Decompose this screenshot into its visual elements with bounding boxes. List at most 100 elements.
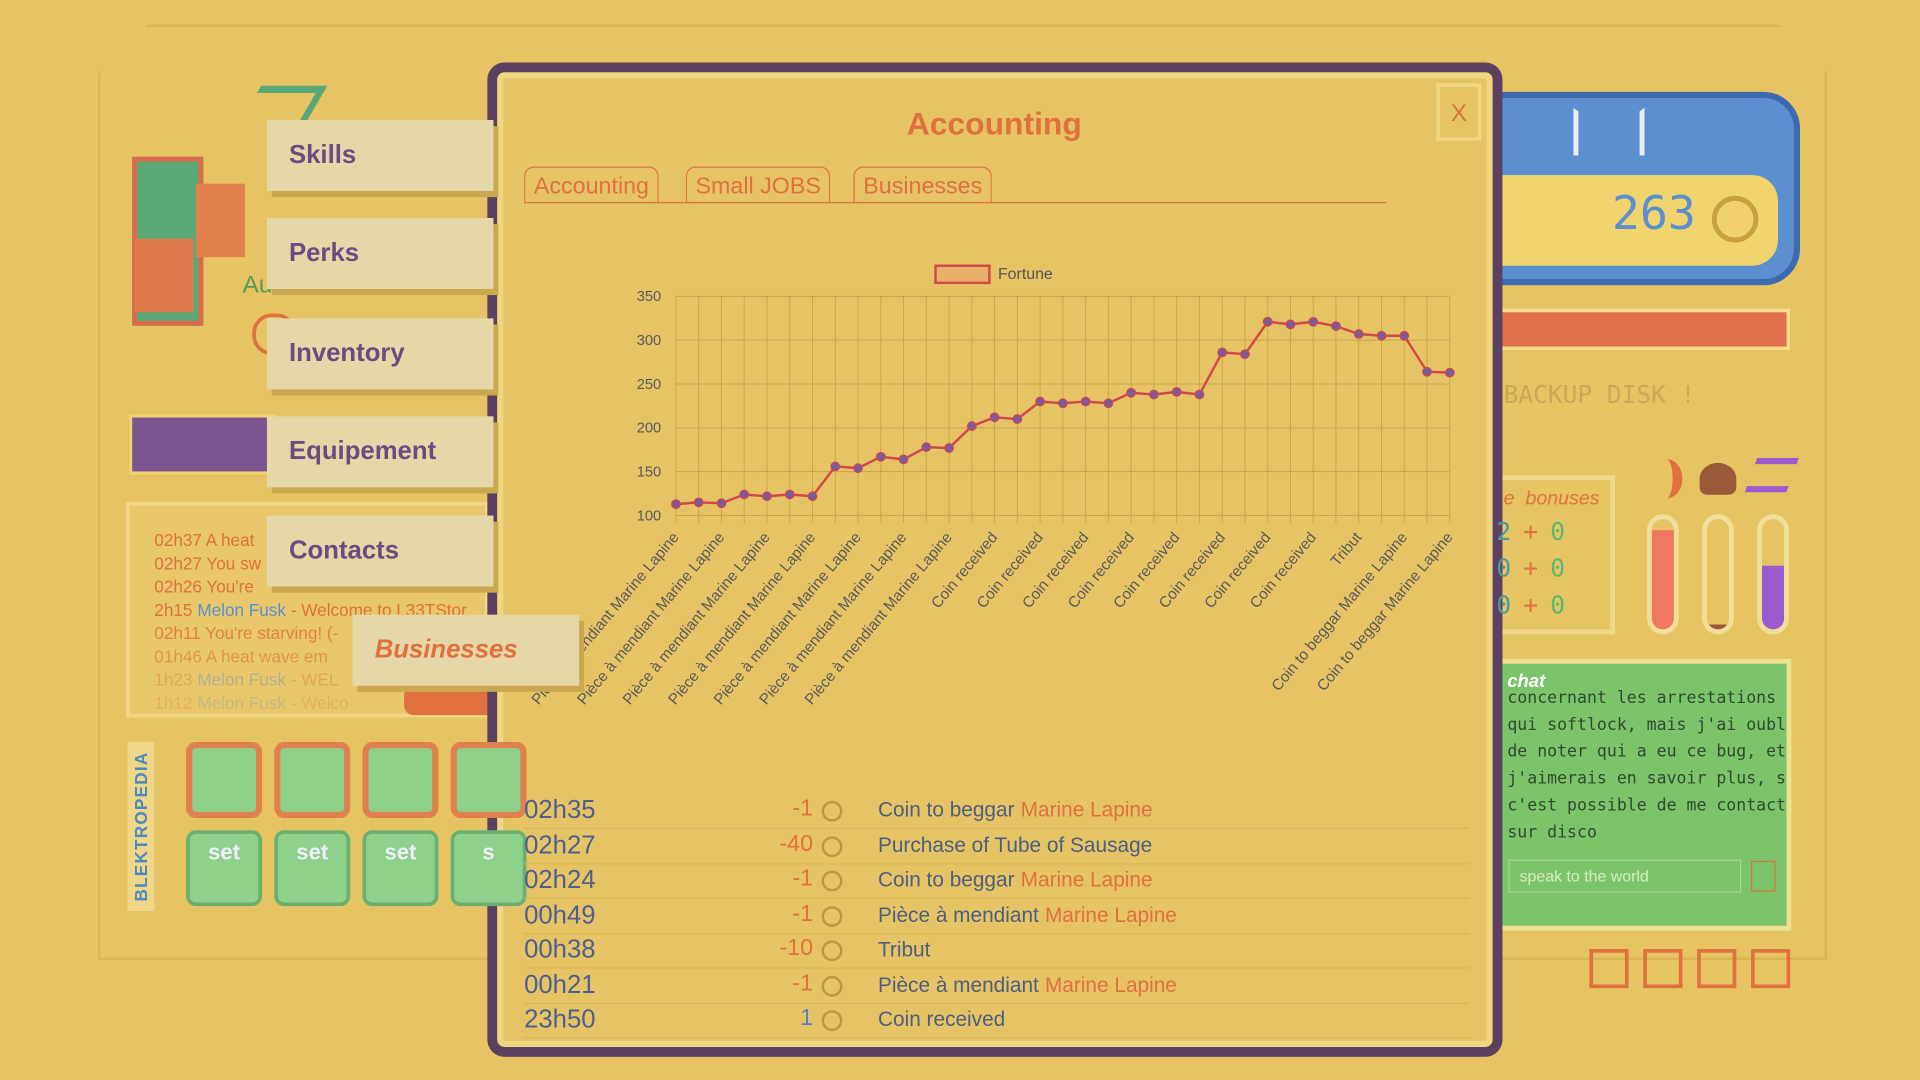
log-text: 02h26 You're	[154, 576, 254, 597]
close-button[interactable]: X	[1436, 83, 1482, 141]
transaction-row: 00h38 -10 Tribut	[524, 933, 1470, 969]
bonus-value: 0	[1496, 590, 1512, 620]
modal-title: Accounting	[906, 105, 1082, 143]
gauge	[1702, 514, 1734, 635]
menu-button[interactable]: Inventory	[266, 318, 494, 390]
data-point	[1103, 398, 1114, 409]
log-time: 1h23	[154, 669, 193, 690]
chat-panel: chat concernant les arrestations qui soft…	[1487, 658, 1792, 931]
amount: -1	[792, 865, 814, 892]
tab[interactable]: Accounting	[524, 166, 659, 204]
log-line: 1h12 Melon Fusk - Welco	[154, 693, 348, 713]
logo-block	[134, 238, 194, 313]
log-text: 01h46 A heat wave em	[154, 646, 328, 667]
log-user: Melon Fusk	[197, 600, 286, 620]
time: 23h50	[524, 1005, 596, 1034]
bonus-value: 0	[1550, 553, 1565, 583]
data-point	[762, 491, 772, 502]
item-button[interactable]	[362, 742, 439, 818]
time: 00h49	[524, 900, 596, 929]
person-name: Marine Lapine	[1044, 903, 1177, 927]
bonus-value: 2	[1496, 516, 1512, 547]
backup-warning: BACKUP DISK !	[1503, 379, 1696, 409]
set-button[interactable]: set	[362, 830, 439, 907]
poop-icon	[1699, 462, 1737, 495]
coin-count: 263	[1611, 186, 1696, 241]
item-button[interactable]	[186, 742, 263, 818]
coin-icon	[821, 1010, 843, 1032]
time: 02h27	[524, 830, 596, 859]
amount: -40	[779, 830, 814, 857]
log-user: Melon Fusk	[197, 669, 286, 690]
gauge	[1646, 514, 1679, 635]
transaction-row: 02h27 -40 Purchase of Tube of Sausage	[524, 828, 1470, 864]
amount: -10	[779, 935, 814, 962]
log-user: Melon Fusk	[197, 693, 286, 713]
exit-button[interactable]	[1751, 948, 1791, 989]
time: 00h38	[524, 935, 596, 964]
log-line: 02h11 You're starving! (-	[154, 623, 338, 643]
wiki-tab[interactable]: BLEKTROPEDIA	[127, 742, 155, 912]
data-point	[716, 498, 727, 509]
log-time: 2h15	[154, 600, 193, 620]
bonus-value: 0	[1550, 516, 1565, 547]
bug-button[interactable]	[1697, 948, 1737, 989]
gauge-fill	[1651, 530, 1674, 630]
tab[interactable]: Businesses	[853, 166, 993, 204]
fullscreen-button[interactable]	[1643, 948, 1683, 989]
data-point	[898, 454, 909, 465]
chat-line: concernant les arrestations	[1507, 688, 1777, 708]
data-point	[739, 489, 750, 500]
set-button[interactable]: set	[186, 830, 263, 907]
time: 00h21	[524, 970, 596, 999]
data-point	[784, 489, 795, 500]
data-point	[1422, 366, 1432, 377]
x-tick-label: Tribut	[1328, 529, 1366, 570]
hunger-icon	[1651, 459, 1683, 499]
data-point	[1308, 316, 1319, 327]
chat-line: de noter qui a eu ce bug, et	[1507, 742, 1787, 762]
set-button[interactable]: s	[450, 830, 527, 907]
amount: -1	[792, 795, 814, 822]
log-text: 02h11 You're starving! (-	[154, 623, 339, 643]
menu-button[interactable]: Contacts	[266, 515, 494, 587]
item-button[interactable]	[450, 742, 527, 818]
data-point	[1126, 387, 1137, 398]
item-button[interactable]	[274, 742, 351, 818]
description: Coin to beggar Marine Lapine	[878, 798, 1153, 822]
transaction-row: 23h50 1 Coin received	[524, 1003, 1470, 1039]
bonus-value: 0	[1496, 553, 1512, 583]
log-text: 02h37 A heat	[154, 530, 255, 550]
data-point	[1171, 386, 1182, 397]
menu-button[interactable]: Equipement	[266, 416, 494, 488]
tab[interactable]: Small JOBS	[685, 166, 831, 204]
chat-input[interactable]: speak to the world	[1508, 859, 1742, 893]
log-button[interactable]	[404, 685, 490, 716]
data-point	[1240, 349, 1250, 360]
chat-line: qui softlock, mais j'ai oublié	[1507, 715, 1792, 735]
menu-button[interactable]: Perks	[266, 217, 494, 289]
time: 02h24	[524, 865, 596, 894]
data-point	[1262, 316, 1273, 327]
data-point	[1035, 396, 1045, 407]
description: Tribut	[878, 938, 930, 962]
menu-button[interactable]: Businesses	[352, 614, 580, 686]
log-line: 02h37 A heat	[154, 530, 254, 550]
coin-icon	[821, 835, 843, 857]
data-point	[1194, 389, 1205, 400]
menu-button[interactable]: Skills	[266, 120, 494, 192]
description: Purchase of Tube of Sausage	[878, 833, 1152, 857]
transaction-row: 02h24 -1 Coin to beggar Marine Lapine	[524, 863, 1470, 899]
data-point	[1149, 389, 1159, 400]
amount: -1	[792, 900, 814, 927]
y-tick-label: 150	[637, 465, 662, 481]
description-text: Coin to beggar	[877, 868, 1015, 892]
description-text: Tribut	[877, 937, 931, 962]
chat-send[interactable]	[1751, 860, 1776, 892]
set-button[interactable]: set	[274, 830, 351, 907]
description: Pièce à mendiant Marine Lapine	[878, 973, 1177, 997]
music-button[interactable]	[1589, 948, 1629, 989]
amount: -1	[792, 970, 814, 997]
bonus-value: +	[1523, 553, 1539, 583]
